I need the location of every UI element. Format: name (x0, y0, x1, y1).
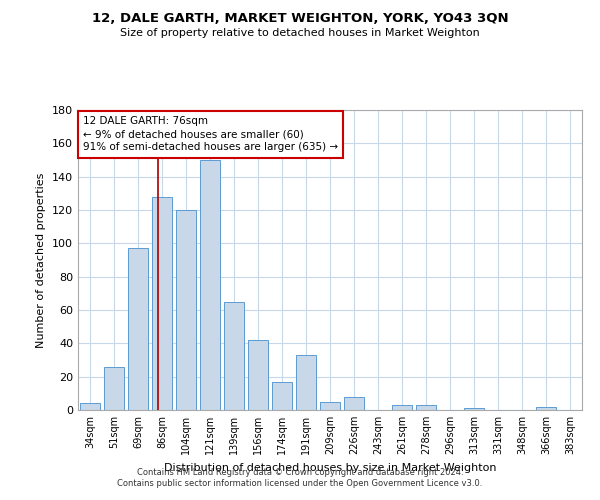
Bar (320, 402, 340, 410)
Bar (152, 196, 172, 410)
Bar (200, 160, 220, 410)
Text: Contains HM Land Registry data © Crown copyright and database right 2024.
Contai: Contains HM Land Registry data © Crown c… (118, 468, 482, 487)
Bar (536, 406, 556, 410)
Bar (416, 405, 436, 410)
Bar (104, 366, 124, 410)
Bar (248, 340, 268, 410)
Text: 12, DALE GARTH, MARKET WEIGHTON, YORK, YO43 3QN: 12, DALE GARTH, MARKET WEIGHTON, YORK, Y… (92, 12, 508, 26)
Bar (344, 396, 364, 410)
Bar (296, 355, 316, 410)
Bar (128, 248, 148, 410)
Y-axis label: Number of detached properties: Number of detached properties (37, 172, 46, 348)
Bar (392, 405, 412, 410)
Text: Size of property relative to detached houses in Market Weighton: Size of property relative to detached ho… (120, 28, 480, 38)
Text: 12 DALE GARTH: 76sqm
← 9% of detached houses are smaller (60)
91% of semi-detach: 12 DALE GARTH: 76sqm ← 9% of detached ho… (83, 116, 338, 152)
Bar (464, 408, 484, 410)
Bar (272, 382, 292, 410)
Bar (176, 210, 196, 410)
X-axis label: Distribution of detached houses by size in Market Weighton: Distribution of detached houses by size … (164, 462, 496, 472)
Bar (224, 302, 244, 410)
Bar (80, 404, 100, 410)
